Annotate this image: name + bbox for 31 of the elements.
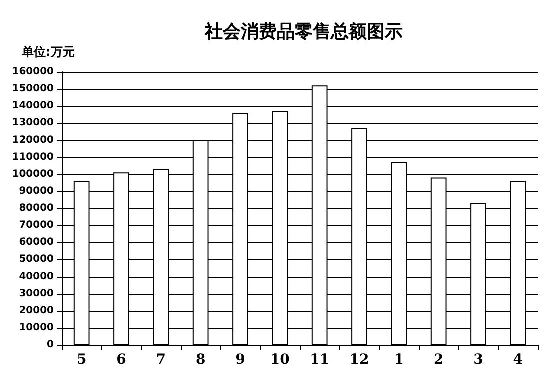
y-tick-label: 10000	[19, 322, 54, 334]
x-tick-label: 1	[394, 352, 404, 368]
x-tick-label: 6	[116, 352, 126, 368]
x-tick-label: 10	[270, 352, 290, 368]
y-tick-label: 100000	[12, 168, 54, 180]
x-tick-label: 3	[474, 352, 484, 368]
y-axis-title: 单位:万元	[21, 45, 75, 59]
y-tick-label: 160000	[12, 66, 54, 78]
y-tick-label: 30000	[19, 288, 54, 300]
y-tick-label: 60000	[19, 237, 54, 248]
y-tick-label: 80000	[19, 203, 54, 214]
x-tick-label: 4	[513, 352, 524, 368]
y-tick-label: 150000	[12, 84, 54, 95]
x-tick-label: 8	[196, 352, 206, 368]
y-tick-label: 20000	[19, 305, 54, 316]
chart-title: 社会消费品零售总额图示	[204, 22, 403, 42]
y-tick-label: 110000	[12, 152, 54, 163]
x-tick-label: 7	[156, 352, 166, 368]
x-tick-label: 5	[76, 352, 87, 368]
x-tick-label: 12	[350, 352, 370, 368]
x-tick-label: 2	[434, 352, 444, 368]
y-tick-label: 130000	[12, 118, 54, 129]
y-tick-label: 70000	[19, 220, 54, 232]
y-tick-label: 40000	[19, 271, 54, 282]
y-tick-label: 0	[47, 340, 54, 350]
y-tick-label: 140000	[12, 100, 54, 112]
x-tick-label: 11	[310, 352, 330, 368]
y-tick-label: 50000	[19, 254, 54, 266]
y-tick-label: 90000	[19, 186, 54, 197]
y-tick-label: 120000	[12, 134, 54, 146]
x-tick-label: 9	[236, 352, 246, 368]
